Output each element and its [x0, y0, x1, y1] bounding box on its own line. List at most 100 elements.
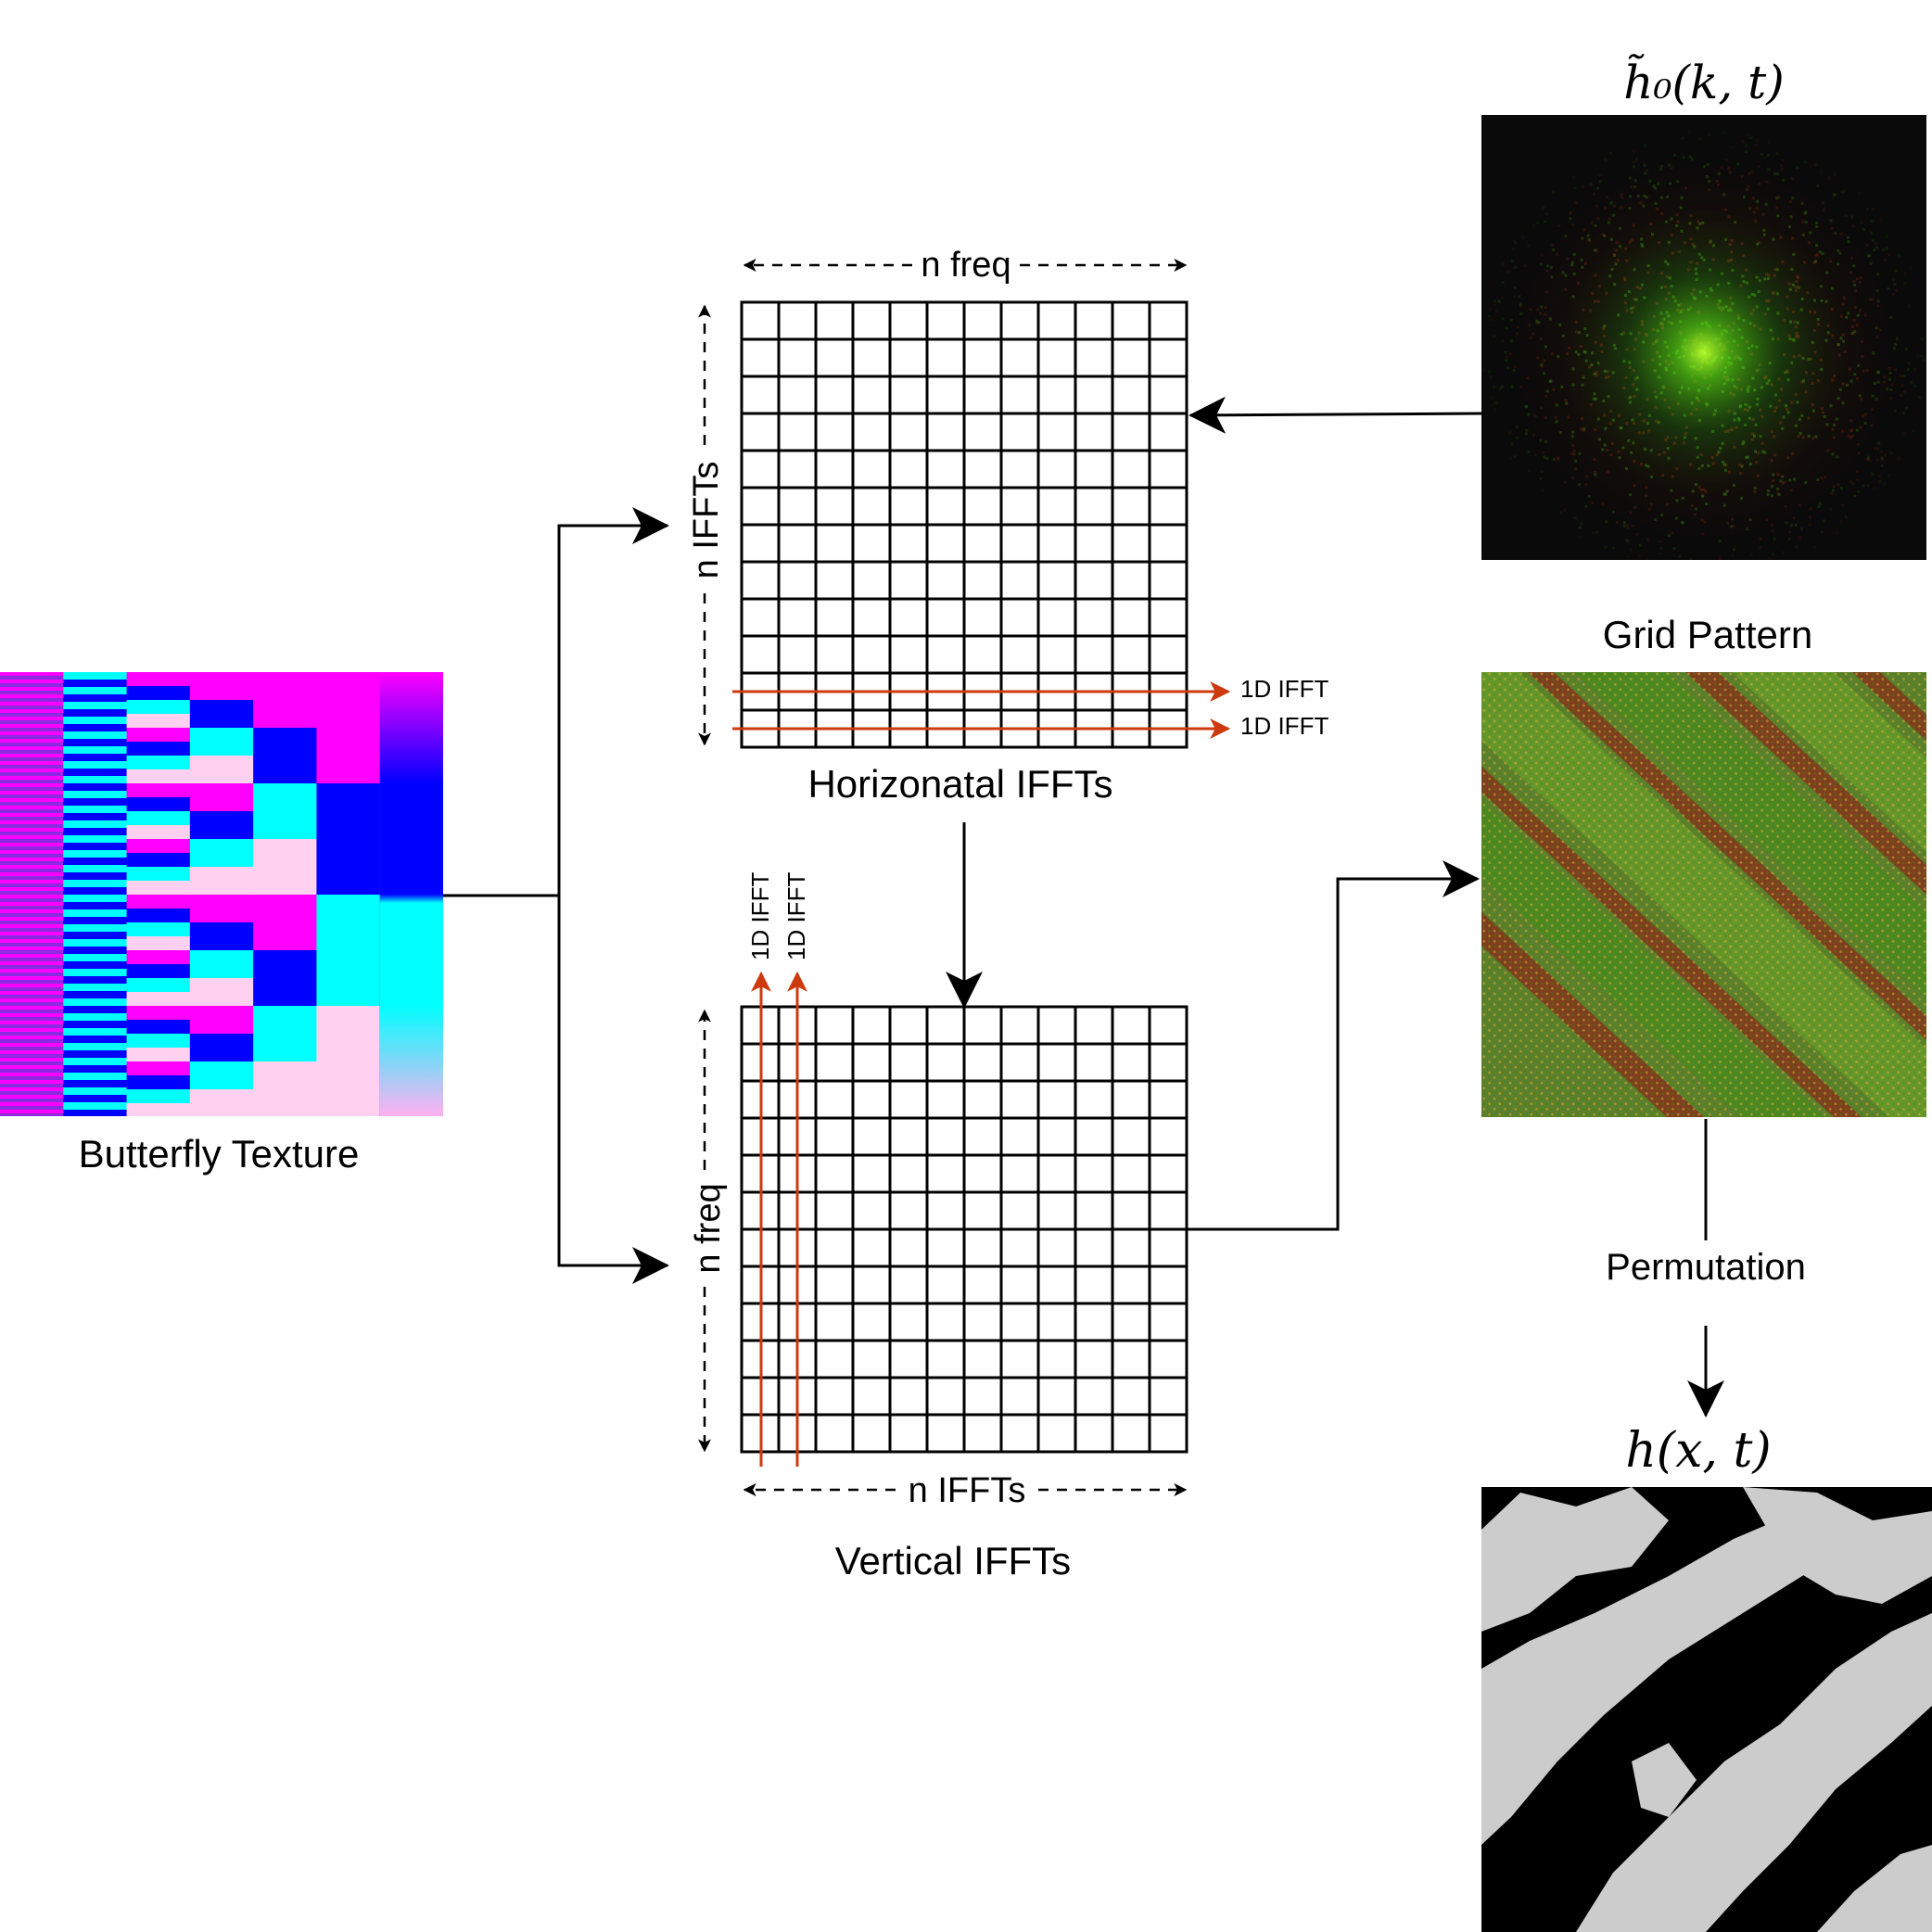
butterfly-band — [63, 687, 128, 695]
butterfly-band — [0, 1076, 65, 1081]
butterfly-band — [0, 691, 65, 695]
butterfly-band — [0, 902, 65, 907]
row-ifft-label-2: 1D IFFT — [1240, 712, 1328, 740]
butterfly-band — [253, 1006, 318, 1062]
column-ifft-arrows: 1D IFFT 1D IFFT — [746, 872, 810, 1467]
butterfly-band — [0, 1084, 65, 1088]
butterfly-band — [0, 735, 65, 740]
butterfly-band — [253, 783, 318, 840]
top-n-freq-dimension: n freq — [743, 246, 1188, 285]
row-ifft-arrows: 1D IFFT 1D IFFT — [732, 675, 1328, 740]
butterfly-band — [0, 854, 65, 858]
butterfly-band — [0, 935, 65, 940]
butterfly-band — [0, 869, 65, 873]
butterfly-band — [63, 724, 128, 732]
butterfly-band — [0, 1102, 65, 1107]
butterfly-band — [126, 895, 191, 909]
butterfly-band — [63, 969, 128, 977]
butterfly-band — [63, 828, 128, 836]
spectrum-speckle — [1912, 429, 1915, 433]
butterfly-band — [0, 928, 65, 933]
butterfly-band — [0, 1006, 65, 1010]
butterfly-band — [126, 964, 191, 979]
butterfly-band — [0, 757, 65, 762]
butterfly-band — [0, 809, 65, 814]
butterfly-band — [63, 1036, 128, 1044]
butterfly-band — [126, 950, 191, 965]
butterfly-band — [0, 991, 65, 996]
butterfly-band — [316, 783, 381, 896]
butterfly-band — [0, 705, 65, 710]
butterfly-band — [253, 728, 318, 784]
butterfly-band — [63, 739, 128, 747]
butterfly-band — [0, 769, 65, 773]
butterfly-band — [126, 686, 191, 701]
butterfly-band — [63, 1013, 128, 1022]
butterfly-band — [0, 872, 65, 877]
butterfly-band — [189, 978, 255, 1007]
butterfly-band — [253, 672, 318, 729]
butterfly-band — [0, 761, 65, 766]
butterfly-band — [0, 680, 65, 684]
horizontal-iffts-title: Horizonatal IFFTs — [807, 762, 1112, 806]
butterfly-band — [63, 702, 128, 710]
butterfly-band — [63, 1087, 128, 1096]
butterfly-band — [63, 776, 128, 784]
butterfly-band — [63, 1102, 128, 1111]
butterfly-band — [63, 791, 128, 799]
butterfly-band — [0, 717, 65, 721]
butterfly-band — [0, 787, 65, 792]
butterfly-texture-caption: Butterfly Texture — [79, 1132, 360, 1176]
butterfly-band — [0, 880, 65, 884]
spectrum-speckle — [1813, 545, 1817, 549]
butterfly-band — [0, 1091, 65, 1096]
butterfly-band — [0, 887, 65, 892]
butterfly-band — [126, 909, 191, 923]
butterfly-band — [0, 1106, 65, 1111]
butterfly-band — [0, 1032, 65, 1036]
side-n-freq-label: n freq — [689, 1183, 728, 1273]
butterfly-band — [0, 980, 65, 985]
butterfly-band — [0, 987, 65, 992]
butterfly-band — [189, 1006, 255, 1035]
butterfly-band — [0, 969, 65, 973]
butterfly-band — [63, 991, 128, 999]
butterfly-band — [0, 950, 65, 955]
butterfly-band — [0, 835, 65, 840]
butterfly-band — [126, 881, 191, 896]
butterfly-band — [0, 694, 65, 699]
butterfly-band — [0, 972, 65, 977]
butterfly-band — [126, 783, 191, 798]
butterfly-band — [126, 839, 191, 854]
butterfly-band — [63, 1073, 128, 1081]
butterfly-band — [63, 754, 128, 762]
butterfly-band — [0, 698, 65, 703]
butterfly-band — [189, 811, 255, 840]
butterfly-connector — [443, 507, 669, 1284]
butterfly-band — [126, 672, 191, 687]
butterfly-band — [63, 998, 128, 1007]
permutation-step: Permutation — [1606, 1119, 1806, 1417]
butterfly-band — [63, 917, 128, 925]
heightmap-image — [1481, 1487, 1932, 1932]
butterfly-band — [0, 932, 65, 936]
butterfly-band — [63, 731, 128, 740]
butterfly-band — [0, 984, 65, 988]
butterfly-band — [63, 1110, 128, 1116]
butterfly-band — [63, 976, 128, 985]
butterfly-band — [0, 754, 65, 758]
butterfly-band — [0, 861, 65, 866]
butterfly-band — [63, 1080, 128, 1088]
butterfly-band — [63, 947, 128, 955]
butterfly-band — [0, 876, 65, 881]
butterfly-band — [0, 1013, 65, 1018]
butterfly-band — [126, 728, 191, 743]
butterfly-band — [253, 839, 318, 896]
butterfly-band — [0, 1113, 65, 1116]
vertical-to-pattern-connector — [1187, 860, 1480, 1231]
butterfly-band — [0, 828, 65, 833]
butterfly-band — [63, 1043, 128, 1051]
butterfly-band — [0, 676, 65, 680]
butterfly-band — [0, 813, 65, 818]
h-formula-label: h(x, t) — [1625, 1423, 1771, 1479]
